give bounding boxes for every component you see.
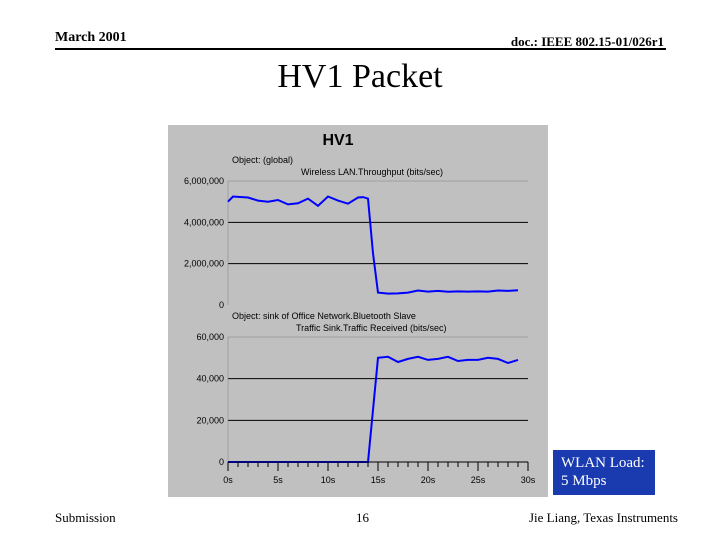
y-tick-label-0-3: 0 <box>219 300 224 310</box>
y-tick-label-0-2: 2,000,000 <box>184 259 224 269</box>
callout-line-2: 5 Mbps <box>561 473 607 489</box>
y-tick-label-1-0: 60,000 <box>196 332 224 342</box>
top-annotation-1: Object: (global) <box>232 155 293 165</box>
y-tick-label-1-2: 20,000 <box>196 415 224 425</box>
chart-svg: HV1 Object: (global) Wireless LAN.Throug… <box>184 132 536 485</box>
x-tick-label-2: 10s <box>321 475 336 485</box>
x-tick-label-5: 25s <box>471 475 486 485</box>
y-tick-label-1-3: 0 <box>219 457 224 467</box>
wlan-load-callout: WLAN Load: 5 Mbps <box>553 450 655 495</box>
callout-line-1: WLAN Load: <box>561 455 645 471</box>
y-tick-label-0-0: 6,000,000 <box>184 176 224 186</box>
x-tick-label-6: 30s <box>521 475 536 485</box>
chart-panel: HV1 Object: (global) Wireless LAN.Throug… <box>168 125 548 497</box>
top-annotation-2: Wireless LAN.Throughput (bits/sec) <box>301 167 443 177</box>
header-date: March 2001 <box>55 30 127 45</box>
x-tick-label-3: 15s <box>371 475 386 485</box>
footer-submission: Submission <box>55 510 116 525</box>
y-tick-label-0-1: 4,000,000 <box>184 217 224 227</box>
footer-author: Jie Liang, Texas Instruments <box>528 510 678 525</box>
bottom-annotation-2: Traffic Sink.Traffic Received (bits/sec) <box>296 323 447 333</box>
series-line-0-0 <box>227 195 519 295</box>
x-tick-label-4: 20s <box>421 475 436 485</box>
x-tick-label-1: 5s <box>273 475 283 485</box>
series-line-1-0 <box>228 355 519 463</box>
chart-title: HV1 <box>322 132 353 149</box>
y-tick-label-1-1: 40,000 <box>196 374 224 384</box>
footer-page-number: 16 <box>356 510 369 525</box>
header-rule <box>55 48 666 50</box>
slide-title: HV1 Packet <box>277 58 443 95</box>
header-doc-id: doc.: IEEE 802.15-01/026r1 <box>510 34 664 49</box>
x-tick-label-0: 0s <box>223 475 233 485</box>
bottom-annotation-1: Object: sink of Office Network.Bluetooth… <box>232 311 416 321</box>
